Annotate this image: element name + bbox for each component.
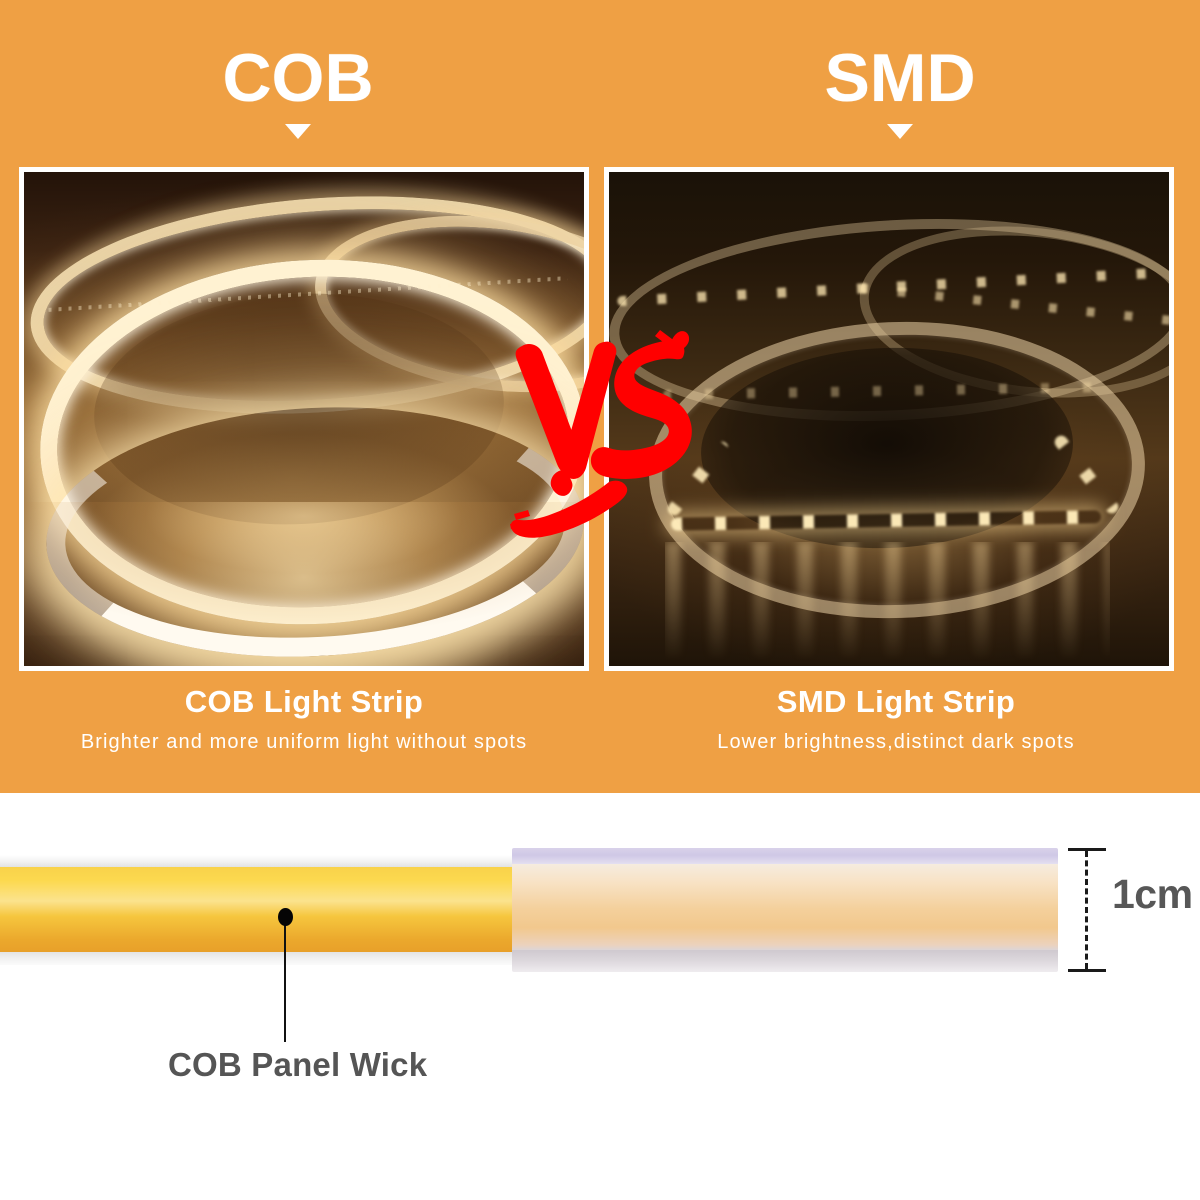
silicone-tube-bottom-edge — [512, 950, 1058, 972]
strip-diagram-panel: 1cm — [0, 793, 1200, 1200]
triangle-down-icon-cob — [285, 124, 311, 139]
product-photo-cob — [24, 172, 584, 666]
column-heading-smd: SMD — [824, 40, 976, 116]
dimension-dashed-line — [1085, 851, 1088, 969]
caption-subtitle-smd: Lower brightness,distinct dark spots — [717, 730, 1075, 753]
caption-smd: SMD Light Strip Lower brightness,distinc… — [606, 684, 1186, 754]
dimension-marker: 1cm — [1068, 848, 1193, 972]
comparison-panel: COB SMD — [0, 0, 1200, 793]
cob-floor-glow — [24, 502, 584, 666]
triangle-down-icon-smd — [887, 124, 913, 139]
photo-frame-cob — [19, 167, 589, 671]
callout-leader-line — [284, 922, 286, 1042]
silicone-tube-section — [512, 848, 1058, 972]
cob-panel-section — [0, 855, 516, 965]
callout-label-cob-panel-wick: COB Panel Wick — [168, 1046, 428, 1083]
versus-icon — [508, 318, 698, 548]
cob-photo-scene — [24, 172, 584, 666]
caption-title-cob: COB Light Strip — [184, 684, 424, 719]
silicone-tube-top-edge — [512, 848, 1058, 864]
cob-panel-emitting-surface — [0, 867, 516, 952]
column-heading-cob: COB — [222, 40, 374, 116]
smd-photo-scene — [609, 172, 1169, 666]
dimension-cap-top — [1068, 848, 1106, 851]
caption-subtitle-cob: Brighter and more uniform light without … — [80, 730, 528, 753]
product-photo-smd — [609, 172, 1169, 666]
caption-cob: COB Light Strip Brighter and more unifor… — [14, 684, 594, 754]
cob-panel-bottom-edge — [0, 952, 516, 965]
dimension-label: 1cm — [1112, 871, 1193, 917]
cob-panel-top-edge — [0, 855, 516, 867]
photo-frame-smd — [604, 167, 1174, 671]
callout-dot-icon — [278, 908, 293, 926]
smd-spot-reflections — [665, 542, 1110, 662]
caption-title-smd: SMD Light Strip — [776, 684, 1016, 719]
silicone-tube-body — [512, 864, 1058, 950]
dimension-cap-bottom — [1068, 969, 1106, 972]
